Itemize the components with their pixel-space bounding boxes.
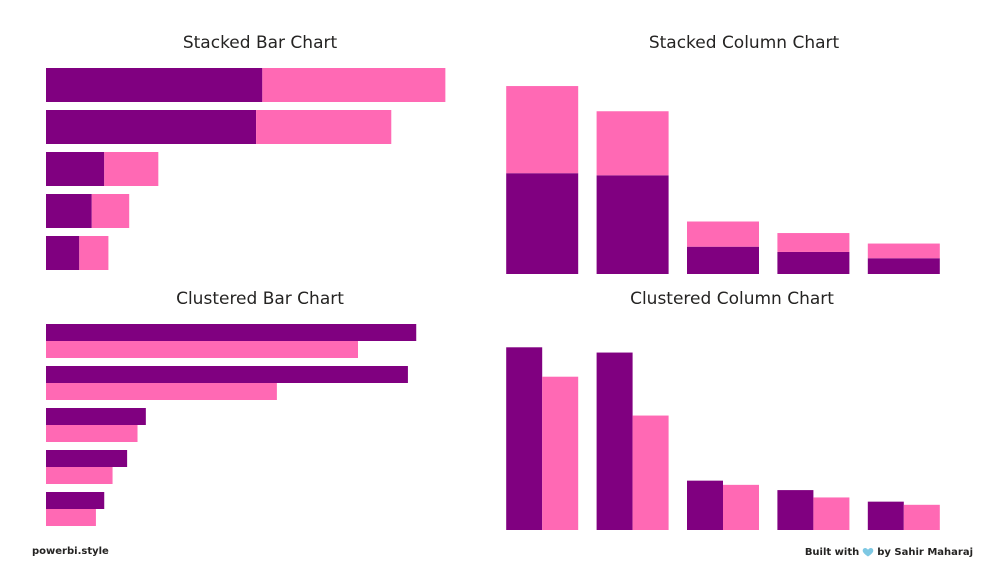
stacked-bar-chart-title: Stacked Bar Chart: [183, 33, 338, 53]
column-2-2: [632, 415, 669, 530]
stacked-column-chart: Stacked Column Chart: [506, 33, 940, 274]
column-2-3: [723, 484, 759, 530]
bar-2-3: [46, 425, 138, 442]
column-2-1: [542, 376, 579, 530]
column-1-4: [777, 490, 814, 530]
column-1-4: [777, 251, 850, 274]
bar-2-2: [46, 383, 277, 400]
column-2-4: [777, 233, 850, 252]
footer-brand: powerbi.style: [32, 546, 109, 557]
heart-icon: [862, 548, 874, 557]
footer-built-with: Built with: [804, 546, 860, 558]
stacked-column-chart-title: Stacked Column Chart: [649, 33, 840, 53]
column-1-3: [687, 480, 723, 530]
bar-2-5: [46, 509, 96, 526]
bar-1-5: [46, 236, 80, 270]
bar-2-5: [79, 236, 109, 270]
footer-credit: Built with by Sahir Maharaj: [805, 546, 973, 558]
column-2-2: [596, 111, 669, 176]
bar-2-3: [104, 152, 159, 186]
column-2-1: [506, 86, 579, 174]
clustered-column-chart: Clustered Column Chart: [506, 289, 940, 530]
bar-1-5: [46, 492, 105, 509]
column-2-4: [813, 497, 850, 530]
column-2-3: [687, 221, 759, 247]
column-1-5: [867, 258, 940, 274]
bar-1-2: [46, 110, 257, 144]
bar-2-4: [91, 194, 130, 228]
clustered-bar-chart-title: Clustered Bar Chart: [176, 289, 344, 309]
column-2-5: [903, 504, 940, 530]
bar-2-2: [256, 110, 392, 144]
bar-2-4: [46, 467, 113, 484]
column-1-1: [506, 173, 579, 274]
column-2-5: [867, 243, 940, 259]
bar-1-4: [46, 450, 128, 467]
bar-1-2: [46, 366, 408, 383]
column-1-2: [596, 352, 633, 530]
clustered-column-chart-title: Clustered Column Chart: [630, 289, 834, 309]
bar-2-1: [46, 341, 358, 358]
column-1-1: [506, 347, 543, 530]
column-1-2: [596, 175, 669, 274]
column-1-5: [867, 501, 904, 530]
bar-2-1: [262, 68, 446, 102]
clustered-bar-chart: Clustered Bar Chart: [46, 289, 417, 526]
bar-1-3: [46, 408, 146, 425]
stacked-bar-chart: Stacked Bar Chart: [46, 33, 446, 270]
footer-author: by Sahir Maharaj: [877, 546, 973, 558]
bar-1-3: [46, 152, 105, 186]
column-1-3: [687, 246, 759, 274]
bar-1-4: [46, 194, 92, 228]
bar-1-1: [46, 324, 417, 341]
bar-1-1: [46, 68, 263, 102]
